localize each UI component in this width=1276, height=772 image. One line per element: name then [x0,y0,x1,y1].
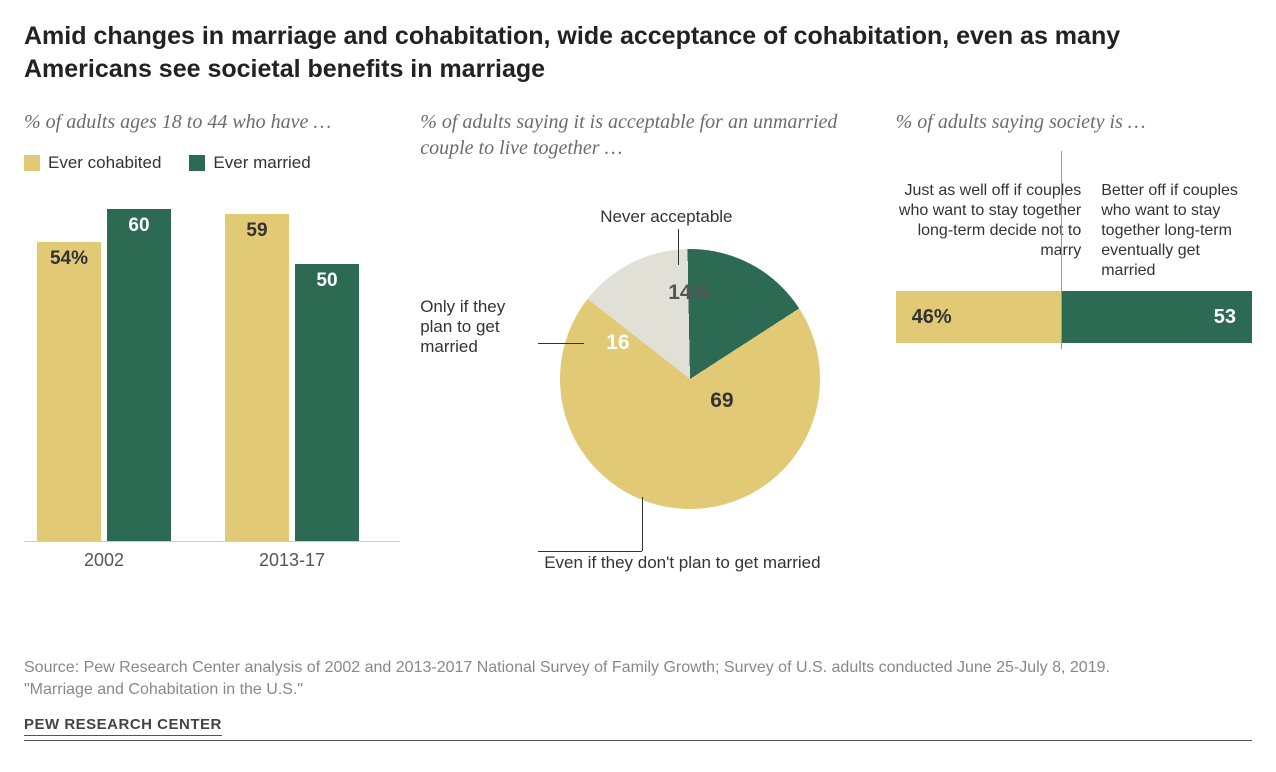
bar: 50 [295,264,359,541]
pie-value-onlyif: 16 [606,331,629,355]
leader-line-evenif-h [538,551,642,552]
x-axis-labels: 2002 2013-17 [24,550,400,571]
bar-value-label: 50 [295,270,359,292]
bar-chart-legend: Ever cohabited Ever married [24,153,400,173]
bar-value-label: 60 [107,215,171,237]
legend-label-cohabited: Ever cohabited [48,153,161,173]
stacked-label-right: Better off if couples who want to stay t… [1095,181,1252,281]
stacked-subtitle: % of adults saying society is … [896,109,1252,135]
bar: 54% [37,242,101,541]
stacked-label-left: Just as well off if couples who want to … [896,181,1088,281]
legend-label-married: Ever married [213,153,310,173]
swatch-gold [24,155,40,171]
bar-group: 59 50 [222,214,362,541]
stacked-divider [1061,151,1062,349]
pie-value-evenif: 69 [710,389,733,413]
x-axis-line [24,541,400,542]
swatch-teal [189,155,205,171]
footer: Source: Pew Research Center analysis of … [24,657,1252,741]
stacked-segment: 53 [1061,291,1252,343]
main-title: Amid changes in marriage and cohabitatio… [24,20,1252,85]
bar-value-label: 54% [37,248,101,270]
stacked-segment: 46% [896,291,1062,343]
pie-label-evenif: Even if they don't plan to get married [544,553,820,573]
pie-value-never: 14% [668,281,710,305]
bar-chart-panel: % of adults ages 18 to 44 who have … Eve… [24,109,400,639]
footer-source: Source: Pew Research Center analysis of … [24,657,1252,679]
panels-container: % of adults ages 18 to 44 who have … Eve… [24,109,1252,639]
footer-note: "Marriage and Cohabitation in the U.S." [24,679,1252,701]
stacked-labels: Just as well off if couples who want to … [896,181,1252,281]
x-label-2013-17: 2013-17 [222,550,362,571]
leader-line-evenif-v [642,497,643,551]
pie-label-never: Never acceptable [600,207,732,227]
bar-group: 54% 60 [34,209,174,541]
pie-label-onlyif: Only if they plan to get married [420,297,538,357]
bar: 59 [225,214,289,541]
bar-value-label: 59 [225,220,289,242]
x-label-2002: 2002 [34,550,174,571]
pie-wrap: Never acceptable 14% Only if they plan t… [420,179,875,599]
leader-line-never [678,229,679,265]
footer-attribution: PEW RESEARCH CENTER [24,714,222,736]
legend-item-married: Ever married [189,153,310,173]
legend-item-cohabited: Ever cohabited [24,153,161,173]
stacked-bar-panel: % of adults saying society is … Just as … [896,109,1252,639]
pie-chart-subtitle: % of adults saying it is acceptable for … [420,109,875,161]
bars-area: 54% 60 59 50 [24,181,400,541]
leader-line-onlyif [538,343,584,344]
pie-chart-panel: % of adults saying it is acceptable for … [420,109,875,639]
bar-chart-subtitle: % of adults ages 18 to 44 who have … [24,109,400,135]
footer-line [24,740,1252,741]
stacked-bar: 46%53 [896,291,1252,343]
bar: 60 [107,209,171,541]
